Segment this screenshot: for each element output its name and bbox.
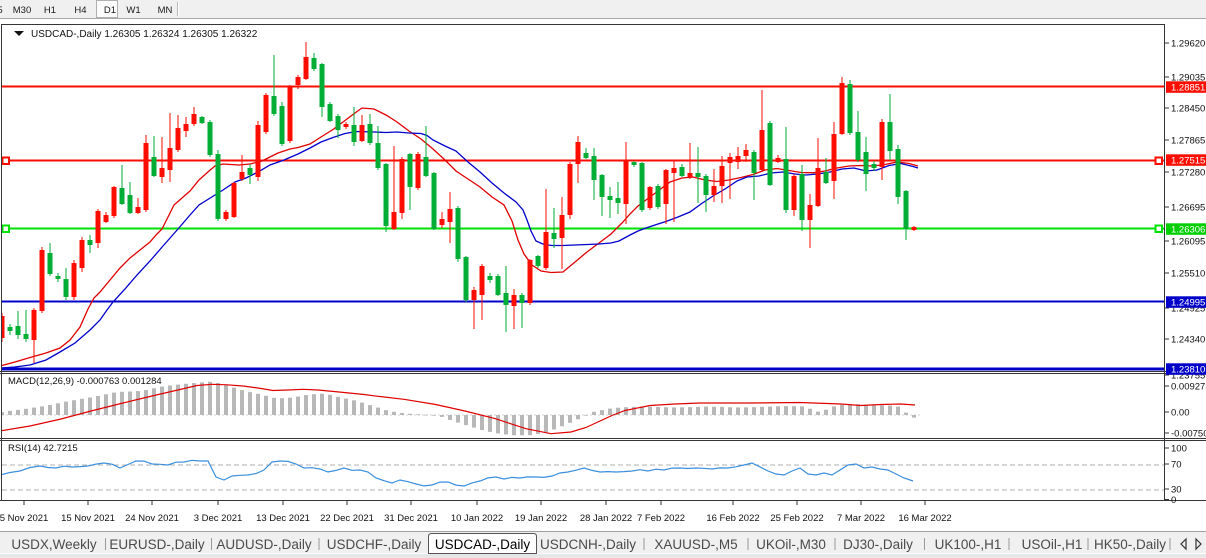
svg-text:0: 0 bbox=[1171, 495, 1176, 506]
svg-text:USDX,Weekly: USDX,Weekly bbox=[11, 537, 97, 552]
svg-text:XAUUSD-,M5: XAUUSD-,M5 bbox=[654, 537, 737, 552]
svg-text:MACD(12,26,9) -0.000763 0.0012: MACD(12,26,9) -0.000763 0.001284 bbox=[8, 376, 162, 387]
svg-text:24 Nov 2021: 24 Nov 2021 bbox=[125, 513, 179, 524]
svg-text:UKOil-,M30: UKOil-,M30 bbox=[756, 537, 826, 552]
svg-text:0.009278: 0.009278 bbox=[1171, 381, 1206, 392]
svg-text:H1: H1 bbox=[44, 5, 56, 16]
svg-text:25 Feb 2022: 25 Feb 2022 bbox=[770, 513, 823, 524]
svg-text:1.24995: 1.24995 bbox=[1171, 298, 1205, 309]
svg-text:RSI(14) 42.7215: RSI(14) 42.7215 bbox=[8, 443, 78, 454]
svg-text:5: 5 bbox=[0, 5, 3, 16]
svg-text:1.26695: 1.26695 bbox=[1171, 202, 1205, 213]
svg-text:1.23810: 1.23810 bbox=[1171, 365, 1205, 376]
svg-text:7 Mar 2022: 7 Mar 2022 bbox=[837, 513, 885, 524]
svg-text:1.29035: 1.29035 bbox=[1171, 72, 1205, 83]
svg-text:UK100-,H1: UK100-,H1 bbox=[935, 537, 1002, 552]
svg-text:1.27515: 1.27515 bbox=[1171, 156, 1205, 167]
svg-text:3 Dec 2021: 3 Dec 2021 bbox=[194, 513, 243, 524]
svg-text:15 Nov 2021: 15 Nov 2021 bbox=[61, 513, 115, 524]
svg-text:28 Jan 2022: 28 Jan 2022 bbox=[580, 513, 632, 524]
svg-text:30: 30 bbox=[1171, 484, 1182, 495]
svg-text:100: 100 bbox=[1171, 443, 1187, 454]
svg-text:USOil-,H1: USOil-,H1 bbox=[1022, 537, 1083, 552]
svg-text:1.27865: 1.27865 bbox=[1171, 135, 1205, 146]
svg-text:0.00: 0.00 bbox=[1171, 407, 1190, 418]
svg-text:M30: M30 bbox=[13, 5, 31, 16]
svg-text:10 Jan 2022: 10 Jan 2022 bbox=[451, 513, 503, 524]
svg-text:1.23755: 1.23755 bbox=[1171, 370, 1205, 381]
svg-text:USDCAD-,Daily 1.26305 1.26324: USDCAD-,Daily 1.26305 1.26324 1.26305 1.… bbox=[31, 29, 258, 40]
svg-text:16 Mar 2022: 16 Mar 2022 bbox=[898, 513, 951, 524]
svg-text:13 Dec 2021: 13 Dec 2021 bbox=[256, 513, 310, 524]
svg-text:USDCNH-,Daily: USDCNH-,Daily bbox=[540, 537, 636, 552]
svg-text:W1: W1 bbox=[126, 5, 140, 16]
svg-text:1.29620: 1.29620 bbox=[1171, 38, 1205, 49]
svg-text:1.25510: 1.25510 bbox=[1171, 268, 1205, 279]
svg-text:16 Feb 2022: 16 Feb 2022 bbox=[706, 513, 759, 524]
svg-text:70: 70 bbox=[1171, 459, 1182, 470]
svg-text:D1: D1 bbox=[104, 5, 116, 16]
svg-text:1.27280: 1.27280 bbox=[1171, 167, 1205, 178]
svg-text:7 Feb 2022: 7 Feb 2022 bbox=[637, 513, 685, 524]
svg-text:31 Dec 2021: 31 Dec 2021 bbox=[384, 513, 438, 524]
svg-text:1.28851: 1.28851 bbox=[1171, 83, 1205, 94]
svg-text:HK50-,Daily: HK50-,Daily bbox=[1094, 537, 1166, 552]
svg-text:1.26306: 1.26306 bbox=[1171, 225, 1205, 236]
svg-text:MN: MN bbox=[158, 5, 173, 16]
svg-text:EURUSD-,Daily: EURUSD-,Daily bbox=[109, 537, 205, 552]
svg-text:USDCHF-,Daily: USDCHF-,Daily bbox=[327, 537, 422, 552]
svg-text:5 Nov 2021: 5 Nov 2021 bbox=[0, 513, 48, 524]
svg-text:USDCAD-,Daily: USDCAD-,Daily bbox=[435, 537, 531, 552]
svg-text:H4: H4 bbox=[74, 5, 86, 16]
svg-text:-0.007504: -0.007504 bbox=[1171, 428, 1206, 439]
svg-text:1.24925: 1.24925 bbox=[1171, 303, 1205, 314]
svg-text:19 Jan 2022: 19 Jan 2022 bbox=[515, 513, 567, 524]
svg-text:1.26095: 1.26095 bbox=[1171, 236, 1205, 247]
svg-text:22 Dec 2021: 22 Dec 2021 bbox=[320, 513, 374, 524]
svg-text:AUDUSD-,Daily: AUDUSD-,Daily bbox=[216, 537, 312, 552]
svg-text:DJ30-,Daily: DJ30-,Daily bbox=[843, 537, 913, 552]
svg-text:1.24340: 1.24340 bbox=[1171, 334, 1205, 345]
svg-text:1.28450: 1.28450 bbox=[1171, 103, 1205, 114]
